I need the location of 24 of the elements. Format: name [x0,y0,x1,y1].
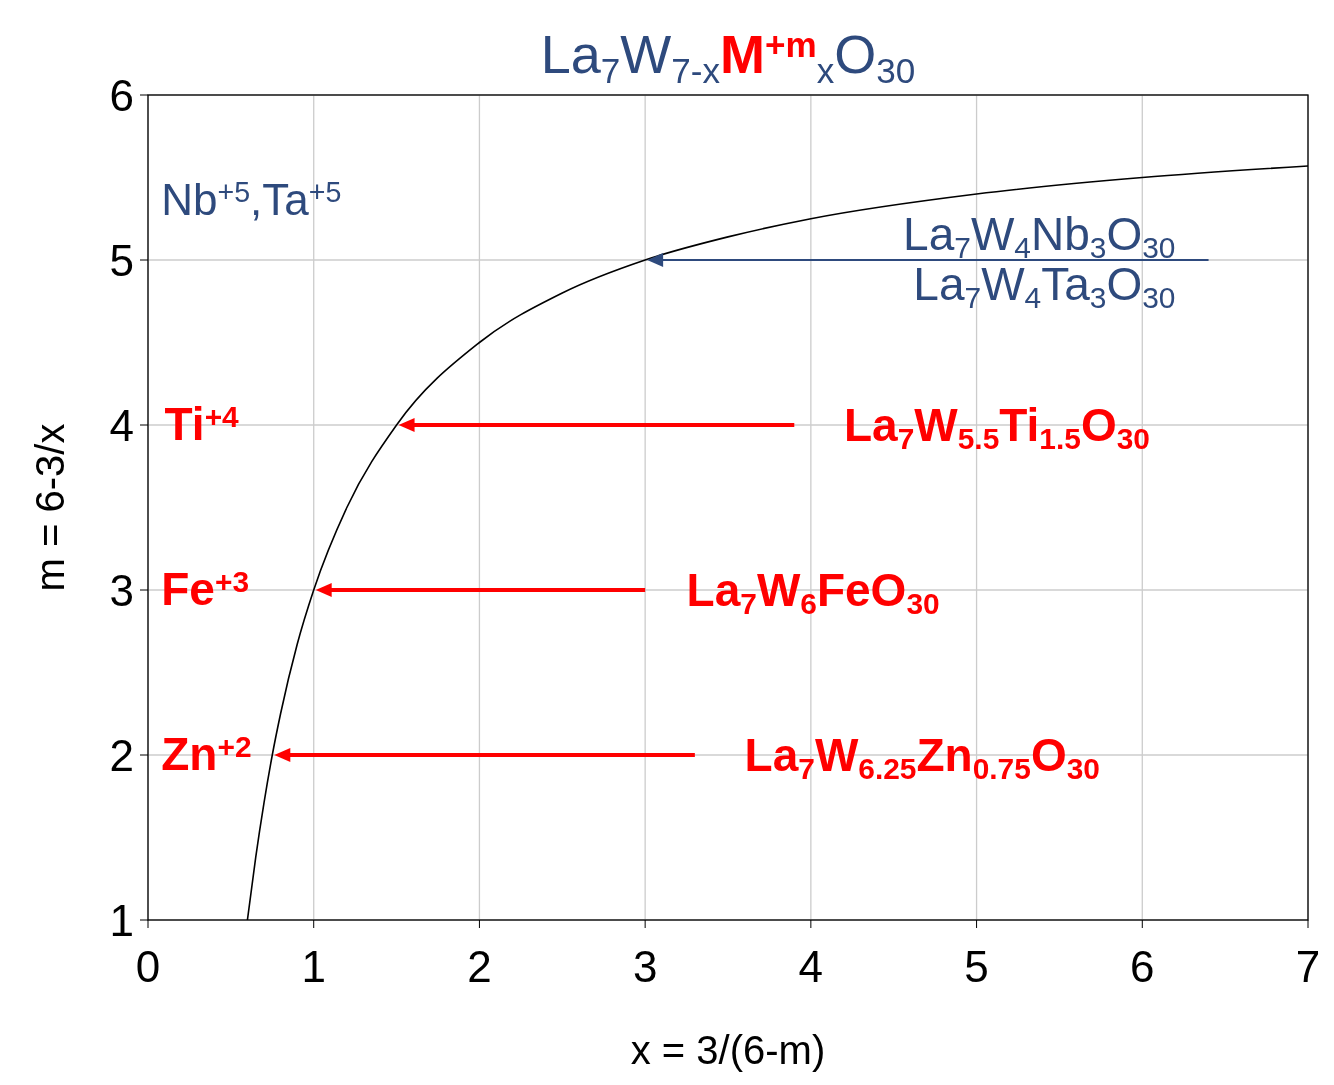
y-tick-label: 6 [109,71,134,120]
x-tick-label: 1 [301,942,326,991]
x-tick-label: 4 [798,942,824,991]
annotation: Ti$^{+4}$ [164,398,240,450]
x-tick-label: 0 [135,942,161,991]
annotation: La$_{7}$W$_{6}$FeO$_{30}$ [686,564,940,621]
y-tick-label: 1 [109,896,134,945]
x-tick-label: 3 [632,942,658,991]
y-axis-title: m = 6-3/x [28,423,72,592]
x-tick-label: 7 [1295,942,1321,991]
x-tick-label: 5 [964,942,989,991]
annotation: La$_{7}$W$_{5.5}$Ti$_{1.5}$O$_{30}$ [844,399,1150,456]
annotation: Fe$^{+3}$ [161,563,250,615]
annotation: Zn$^{+2}$ [161,728,252,780]
x-tick-label: 6 [1130,942,1155,991]
chart-title: La$_{7}$W$_{7-x}$M$^{+m}$$_{x}$O$_{30}$ [540,24,916,90]
y-tick-label: 5 [109,236,134,285]
annotation: La$_{7}$W$_{6.25}$Zn$_{0.75}$O$_{30}$ [744,729,1100,786]
y-tick-label: 2 [109,731,134,780]
y-tick-label: 4 [109,401,134,450]
x-tick-label: 2 [467,942,492,991]
annotation: Nb$^{+5}$,Ta$^{+5}$ [161,175,342,224]
y-tick-label: 3 [109,566,134,615]
x-axis-title: x = 3/(6-m) [630,1028,826,1072]
